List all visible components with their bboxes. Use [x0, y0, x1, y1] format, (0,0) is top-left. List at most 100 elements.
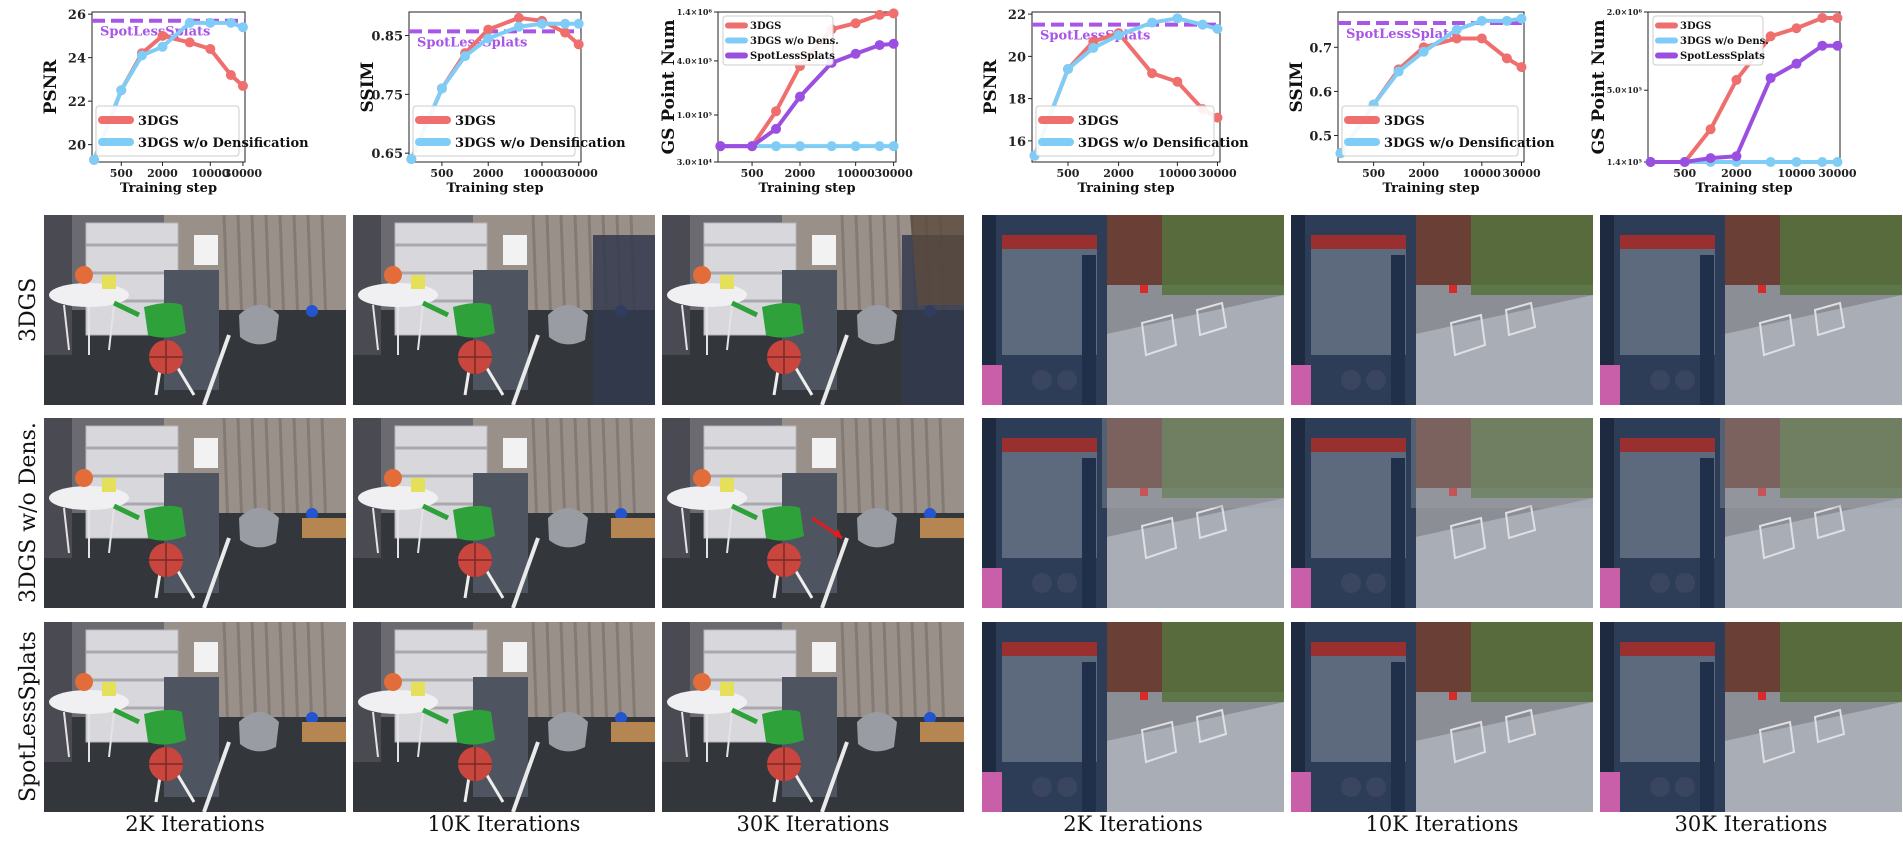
data-point-spotlesssplats [1645, 157, 1656, 167]
vacuum [239, 712, 279, 752]
render-3dgs-wo-dens-2k-scene1 [44, 418, 346, 608]
watering-can [453, 709, 495, 745]
deck [1401, 295, 1593, 405]
data-point-3dgs [1516, 62, 1527, 73]
watering-can [144, 709, 186, 745]
y-axis-label: GS Point Num [659, 20, 679, 155]
y-tick-label: 26 [68, 8, 86, 23]
flowers [693, 673, 711, 691]
y-tick-label: 0.65 [371, 147, 403, 162]
data-point-3dgs-w-o-densification [573, 18, 584, 29]
watering-can [762, 505, 804, 541]
x-axis-label: Training step [446, 181, 543, 196]
sticker [1291, 568, 1311, 608]
poster [503, 438, 527, 468]
scene-room [353, 622, 655, 812]
poster [194, 642, 218, 672]
y-axis-label: PSNR [41, 59, 61, 115]
data-point-3dgs-w-o-dens [874, 141, 885, 152]
plot-frame [1337, 11, 1525, 163]
deck [1710, 498, 1902, 608]
yellow-cup [102, 682, 116, 696]
trees [1471, 215, 1593, 295]
y-tick-label: 0.75 [371, 88, 403, 103]
data-point-spotlesssplats [888, 38, 899, 49]
scene-street [982, 622, 1284, 812]
x-tick-label: 10000 [836, 167, 875, 180]
flowers [384, 266, 402, 284]
data-point-3dgs-w-o-densification [1062, 64, 1073, 75]
render-3dgs-30k-scene2 [1600, 215, 1902, 405]
kiosk-window [1620, 642, 1715, 762]
sticker [1600, 568, 1620, 608]
floater-haze [1102, 418, 1284, 508]
red-sign [1758, 692, 1766, 700]
cardboard [611, 722, 655, 742]
chair [1449, 516, 1487, 560]
flowers [693, 469, 711, 487]
legend-entry-3dgs: 3DGS [750, 21, 781, 32]
yellow-cup [102, 478, 116, 492]
data-point-3dgs-w-o-densification [184, 17, 195, 28]
kiosk-window [1620, 235, 1715, 355]
scene-room [44, 418, 346, 608]
red-sign [1449, 285, 1457, 293]
deck [1092, 498, 1284, 608]
x-tick-label: 2000 [785, 167, 816, 180]
row-label-spotlesssplats: SpotLessSplats [16, 631, 41, 803]
y-axis-label: PSNR [981, 59, 1001, 115]
yellow-cup [102, 275, 116, 289]
data-point-3dgs-w-o-densification [1516, 13, 1527, 24]
y-tick-label: 2.0×10⁶ [1607, 7, 1643, 17]
kiosk-window [1311, 235, 1406, 355]
watering-can [144, 505, 186, 541]
x-tick-label: 2000 [147, 167, 178, 180]
data-point-3dgs [1832, 12, 1843, 23]
chart-psnr-scene2: 16 18 20 22 500 2000 10000 30000 Training step PS… [981, 8, 1249, 196]
render-3dgs-wo-dens-30k-scene2 [1600, 418, 1902, 608]
data-point-spotlesssplats [874, 40, 885, 51]
render-3dgs-30k-scene1 [662, 215, 964, 405]
flowers [75, 266, 93, 284]
deck [1710, 295, 1902, 405]
y-tick-label: 3.0×10⁴ [677, 157, 713, 167]
cardboard [302, 518, 346, 538]
data-point-spotlesssplats [747, 141, 758, 152]
reference-label: SpotLessSplats [100, 25, 210, 40]
data-point-3dgs [850, 18, 861, 29]
blue-ball [615, 712, 627, 724]
x-tick-label: 500 [1056, 167, 1079, 180]
cardboard [920, 518, 964, 538]
trees [1162, 215, 1284, 295]
x-tick-label: 10000 [523, 167, 562, 180]
yellow-cup [411, 275, 425, 289]
data-point-3dgs-w-o-densification [1113, 30, 1124, 41]
poster [812, 235, 836, 265]
data-point-3dgs [560, 27, 571, 38]
floater-haze [1411, 418, 1593, 508]
red-sign [1140, 285, 1148, 293]
data-point-3dgs-w-o-densification [225, 17, 236, 28]
floor-tape [511, 741, 540, 812]
x-tick-label: 30000 [1818, 167, 1857, 180]
data-point-3dgs-w-o-dens [1832, 157, 1843, 167]
data-point-spotlesssplats [715, 141, 726, 152]
kiosk-window [1620, 438, 1715, 558]
cardboard [920, 722, 964, 742]
vacuum [857, 305, 897, 345]
data-point-3dgs-w-o-densification [1147, 17, 1158, 28]
y-axis-label: GS Point Num [1589, 20, 1609, 155]
legend-box [1341, 105, 1519, 157]
y-tick-label: 22 [1008, 8, 1026, 23]
watering-can [762, 709, 804, 745]
data-point-spotlesssplats [1817, 40, 1828, 51]
legend-entry-3dgs-w-o-densification: 3DGS w/o Densification [138, 136, 309, 151]
chart-gsnum-scene1: 3.0×10⁴ 1.0×10⁵ 4.0×10⁵ 1.4×10⁶ 500 2000 10000… [659, 7, 913, 196]
x-tick-label: 2000 [1721, 167, 1752, 180]
y-tick-label: 16 [1008, 135, 1026, 150]
x-tick-label: 500 [430, 167, 453, 180]
data-point-3dgs [1476, 33, 1487, 44]
render-3dgs-10k-scene1 [353, 215, 655, 405]
chair [1449, 720, 1487, 764]
